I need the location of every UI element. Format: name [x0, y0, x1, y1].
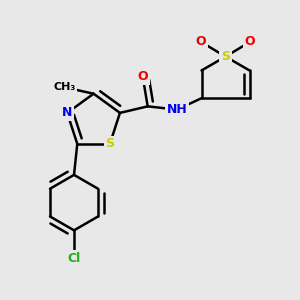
Text: NH: NH [167, 103, 188, 116]
Text: O: O [137, 70, 148, 83]
Text: S: S [221, 50, 230, 63]
Text: O: O [245, 35, 255, 48]
Text: O: O [196, 35, 206, 48]
Text: N: N [62, 106, 72, 119]
Text: CH₃: CH₃ [53, 82, 75, 92]
Text: Cl: Cl [68, 252, 81, 265]
Text: S: S [105, 137, 114, 150]
